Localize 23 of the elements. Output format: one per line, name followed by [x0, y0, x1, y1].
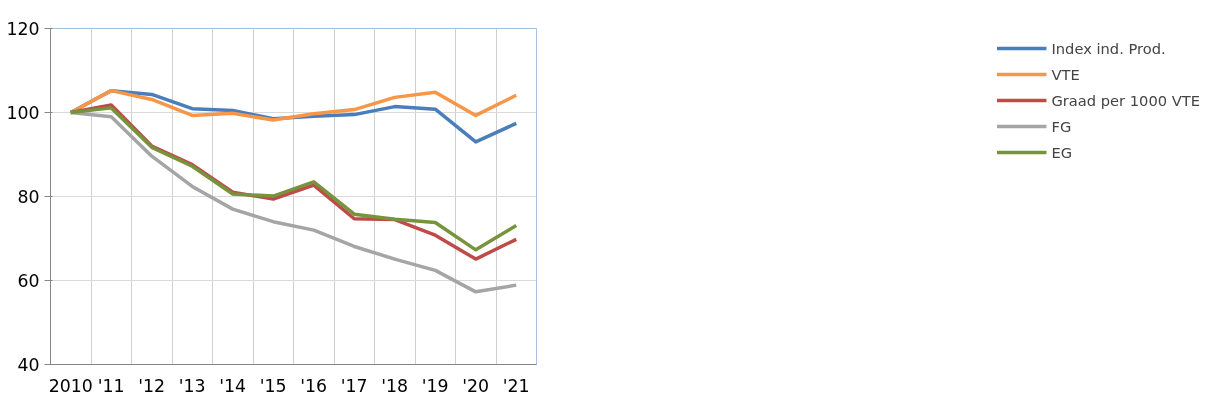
x-tick-label: '20	[462, 375, 490, 396]
x-tick-label: '21	[502, 375, 530, 396]
legend-label: EG	[1051, 143, 1073, 161]
x-tick-label: '12	[138, 375, 166, 396]
x-tick-label: '11	[97, 375, 125, 396]
y-tick-label: 100	[6, 103, 40, 123]
x-tick-label: '16	[300, 375, 328, 396]
line-series	[69, 88, 518, 122]
y-tick-label: 60	[17, 271, 40, 291]
x-tick-label: 2010	[48, 375, 93, 396]
legend-label: Index ind. Prod.	[1051, 39, 1166, 57]
x-tick-label: '14	[219, 375, 247, 396]
legend-label: VTE	[1051, 65, 1080, 83]
x-tick-label: '19	[421, 375, 449, 396]
y-tick-label: 120	[6, 19, 40, 39]
legend-label: FG	[1051, 117, 1072, 135]
x-tick-label: '15	[259, 375, 287, 396]
x-tick-label: '13	[178, 375, 206, 396]
x-tick-label: '18	[381, 375, 409, 396]
y-tick-label: 40	[17, 355, 40, 375]
legend-label: Graad per 1000 VTE	[1051, 91, 1200, 109]
x-tick-label: '17	[340, 375, 368, 396]
y-tick-label: 80	[17, 187, 40, 207]
